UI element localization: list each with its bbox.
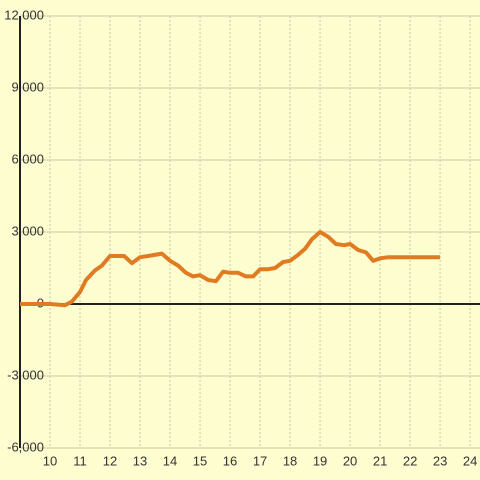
data-line bbox=[20, 230, 441, 308]
x-tick-label: 18 bbox=[283, 453, 297, 468]
x-tick-label: 19 bbox=[313, 453, 327, 468]
x-tick-label: 23 bbox=[433, 453, 447, 468]
y-tick-label: 6,000 bbox=[11, 151, 44, 166]
x-tick-label: 20 bbox=[343, 453, 357, 468]
y-tick-label: 3,000 bbox=[11, 223, 44, 238]
y-tick-label: -6,000 bbox=[7, 439, 44, 454]
y-tick-label: 9,000 bbox=[11, 79, 44, 94]
y-tick-label: 12,000 bbox=[4, 7, 44, 22]
x-tick-label: 17 bbox=[253, 453, 267, 468]
x-tick-label: 16 bbox=[223, 453, 237, 468]
x-tick-label: 24 bbox=[463, 453, 477, 468]
x-tick-label: 12 bbox=[103, 453, 117, 468]
x-tick-label: 15 bbox=[193, 453, 207, 468]
x-tick-label: 21 bbox=[373, 453, 387, 468]
x-tick-label: 10 bbox=[43, 453, 57, 468]
y-tick-label: -3,000 bbox=[7, 367, 44, 382]
x-tick-label: 11 bbox=[73, 453, 87, 468]
x-tick-label: 22 bbox=[403, 453, 417, 468]
x-tick-label: 13 bbox=[133, 453, 147, 468]
x-tick-label: 14 bbox=[163, 453, 177, 468]
